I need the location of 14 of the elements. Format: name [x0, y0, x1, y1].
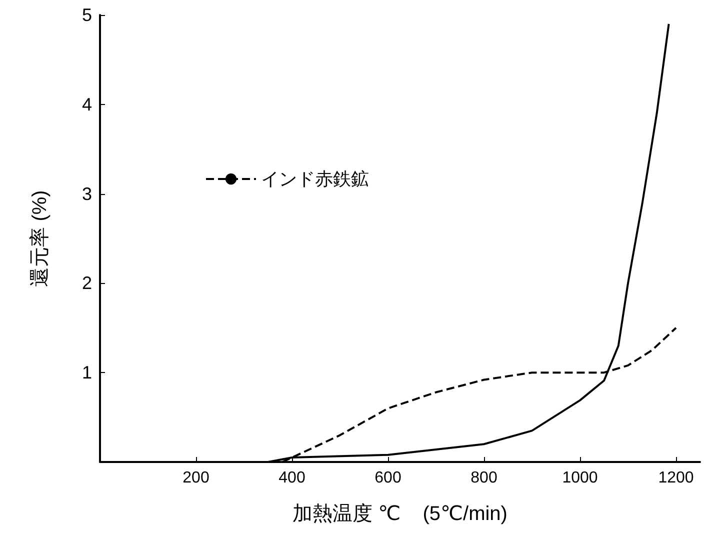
- legend-label: インド赤鉄鉱: [261, 169, 369, 189]
- y-tick-label: 5: [82, 5, 92, 25]
- y-tick-label: 1: [82, 362, 92, 383]
- x-tick-label: 1000: [562, 470, 598, 486]
- x-tick-label: 200: [182, 470, 210, 486]
- y-tick-label: 2: [82, 273, 92, 294]
- x-tick-label: 400: [278, 470, 306, 486]
- x-tick-label: 600: [374, 470, 402, 486]
- x-tick-label: 800: [470, 470, 498, 486]
- y-tick-label: 4: [82, 94, 92, 114]
- y-axis-title: 還元率 (%): [29, 190, 51, 287]
- x-axis-title: 加熱温度 ℃ (5℃/min): [292, 503, 508, 525]
- x-tick-label: 1200: [658, 470, 694, 486]
- y-tick-label: 3: [82, 184, 92, 204]
